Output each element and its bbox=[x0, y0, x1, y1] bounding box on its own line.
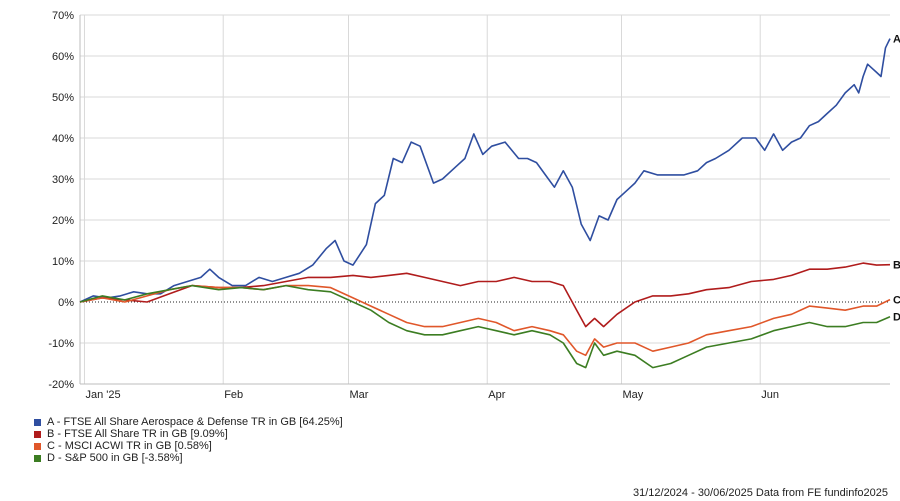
performance-line-chart: -20% -10% 0% 10% 20% 30% 40% 50% 60% 70% Jan '25 F… bbox=[48, 10, 900, 401]
series-lines bbox=[79, 38, 891, 369]
y-tick-label: 20% bbox=[52, 215, 74, 227]
y-tick-label: 30% bbox=[52, 174, 74, 186]
series-line-d bbox=[79, 284, 891, 369]
x-tick-label: Mar bbox=[350, 389, 369, 401]
legend-item-b: B - FTSE All Share TR in GB [9.09%] bbox=[34, 428, 343, 440]
x-tick-label: Feb bbox=[224, 389, 243, 401]
legend-label: C - MSCI ACWI TR in GB [0.58%] bbox=[47, 440, 212, 452]
y-axis-tick-labels: -20% -10% 0% 10% 20% 30% 40% 50% 60% 70% bbox=[48, 10, 74, 391]
y-tick-label: -20% bbox=[48, 379, 74, 391]
series-end-label-b: B bbox=[893, 260, 900, 272]
x-tick-label: Jun bbox=[761, 389, 779, 401]
y-tick-label: 70% bbox=[52, 10, 74, 22]
legend-item-c: C - MSCI ACWI TR in GB [0.58%] bbox=[34, 440, 343, 452]
y-tick-label: 10% bbox=[52, 256, 74, 268]
plot-frame bbox=[79, 15, 890, 385]
x-tick-label: Apr bbox=[488, 389, 505, 401]
legend-item-a: A - FTSE All Share Aerospace & Defense T… bbox=[34, 416, 343, 428]
series-line-b bbox=[79, 262, 891, 328]
series-line-c bbox=[79, 284, 891, 357]
grid-lines bbox=[80, 14, 890, 385]
legend-swatch bbox=[34, 442, 41, 450]
legend-swatch bbox=[34, 430, 41, 438]
legend-label: A - FTSE All Share Aerospace & Defense T… bbox=[47, 416, 343, 428]
series-end-label-a: A bbox=[893, 34, 900, 46]
y-tick-label: 50% bbox=[52, 92, 74, 104]
legend-label: D - S&P 500 in GB [-3.58%] bbox=[47, 452, 183, 464]
footer-date-range-source: 31/12/2024 - 30/06/2025 Data from FE fun… bbox=[632, 487, 888, 499]
legend-swatch bbox=[34, 418, 41, 426]
y-tick-label: 40% bbox=[52, 133, 74, 145]
series-end-label-c: C bbox=[893, 295, 900, 307]
legend-label: B - FTSE All Share TR in GB [9.09%] bbox=[47, 428, 228, 440]
y-tick-label: 0% bbox=[58, 297, 74, 309]
y-tick-label: 60% bbox=[52, 51, 74, 63]
legend-item-d: D - S&P 500 in GB [-3.58%] bbox=[34, 452, 343, 464]
x-axis-tick-labels: Jan '25 Feb Mar Apr May Jun bbox=[85, 389, 778, 401]
series-line-a bbox=[79, 38, 891, 303]
series-end-label-d: D bbox=[893, 312, 900, 324]
y-tick-label: -10% bbox=[48, 338, 74, 350]
x-tick-label: May bbox=[622, 389, 643, 401]
legend-swatch bbox=[34, 454, 41, 462]
series-end-labels: A B CD bbox=[893, 34, 900, 324]
legend: A - FTSE All Share Aerospace & Defense T… bbox=[34, 416, 343, 464]
x-tick-label: Jan '25 bbox=[85, 389, 120, 401]
